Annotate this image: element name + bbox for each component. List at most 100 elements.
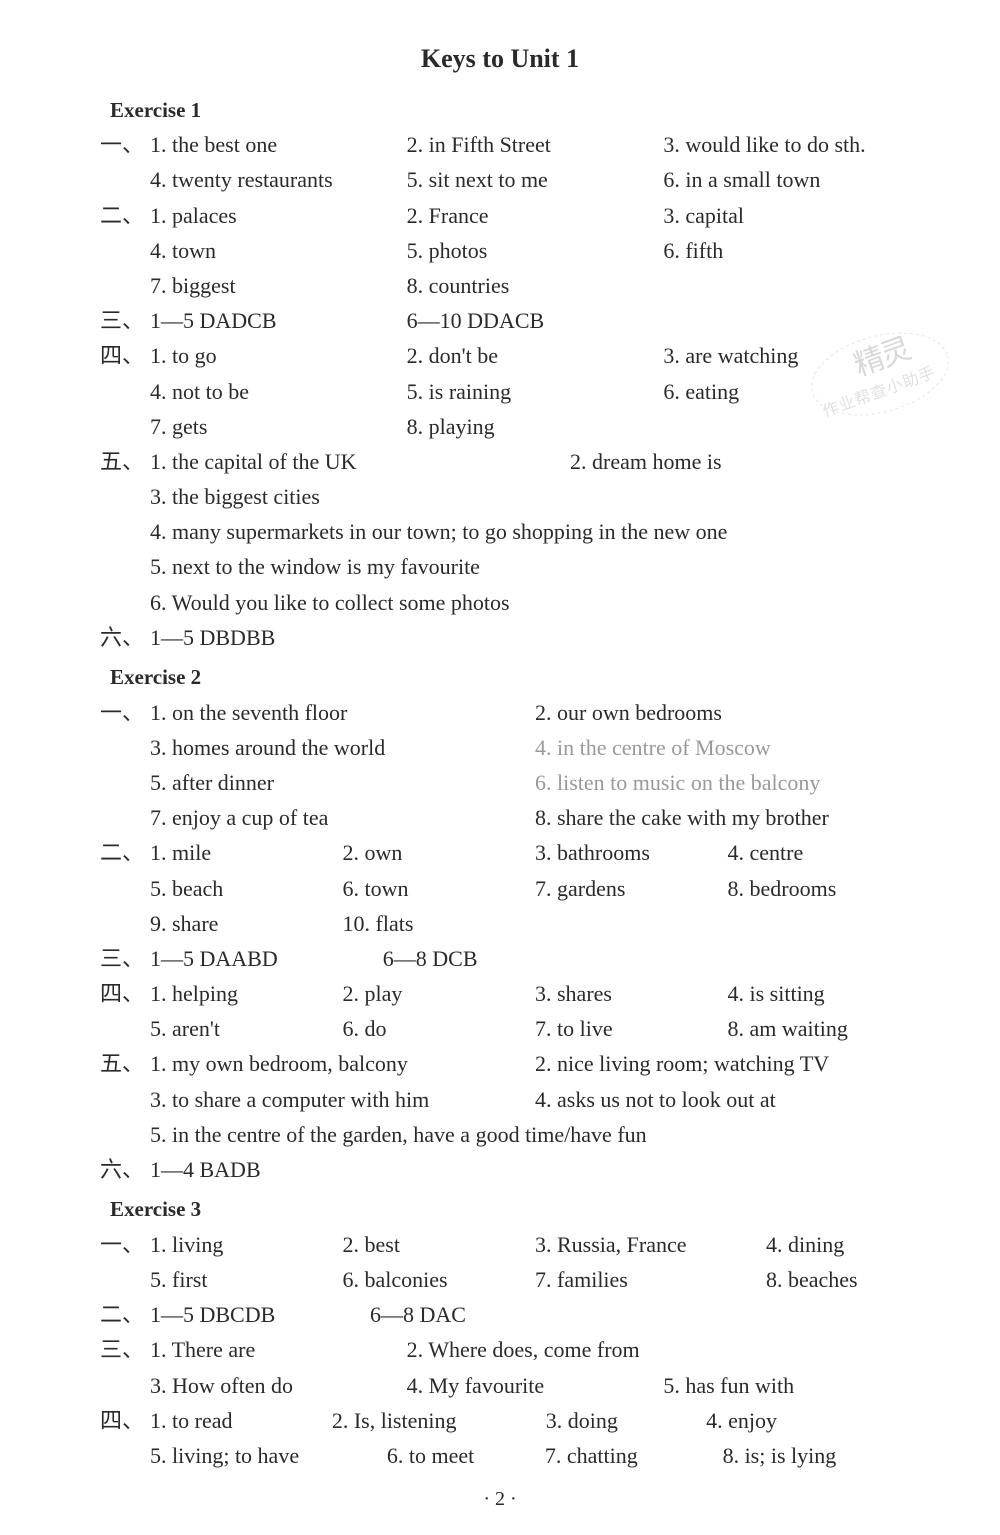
answer-item: 5. beach xyxy=(150,871,343,906)
answer-row: 五、 1. my own bedroom, balcony 2. nice li… xyxy=(80,1046,920,1081)
answer-row: 7. biggest 8. countries xyxy=(80,268,920,303)
answer-item: 2. France xyxy=(407,198,664,233)
answer-item: 8. am waiting xyxy=(728,1011,921,1046)
answer-row: 5. beach 6. town 7. gardens 8. bedrooms xyxy=(80,871,920,906)
section-label: 四、 xyxy=(80,976,150,1011)
answer-row: 二、 1. mile 2. own 3. bathrooms 4. centre xyxy=(80,835,920,870)
answer-item: 8. countries xyxy=(407,268,664,303)
section-label: 六、 xyxy=(80,1152,150,1187)
answer-item: 1. There are xyxy=(150,1332,407,1367)
answer-item: 9. share xyxy=(150,906,343,941)
answer-item: 1. living xyxy=(150,1227,343,1262)
section-label: 一、 xyxy=(80,1227,150,1262)
answer-item: 2. best xyxy=(343,1227,536,1262)
answer-row: 三、 1. There are 2. Where does, come from xyxy=(80,1332,920,1367)
answer-item: 3. How often do xyxy=(150,1368,407,1403)
answer-item: 7. gardens xyxy=(535,871,728,906)
answer-item: 4. My favourite xyxy=(407,1368,664,1403)
answer-item: 8. bedrooms xyxy=(728,871,921,906)
answer-item: 6. in a small town xyxy=(663,162,920,197)
answer-item xyxy=(663,268,920,303)
answer-item: 1—5 DAABD xyxy=(150,941,383,976)
answer-item: 1. helping xyxy=(150,976,343,1011)
answer-item: 8. beaches xyxy=(766,1262,920,1297)
answer-row: 一、 1. on the seventh floor 2. our own be… xyxy=(80,695,920,730)
answer-row: 4. many supermarkets in our town; to go … xyxy=(80,514,920,549)
answer-item: 4. in the centre of Moscow xyxy=(535,730,920,765)
answer-item: 3. homes around the world xyxy=(150,730,535,765)
answer-item: 5. has fun with xyxy=(663,1368,920,1403)
answer-item: 3. are watching xyxy=(663,338,920,373)
answer-item: 1—5 DADCB xyxy=(150,303,407,338)
answer-item: 1. to go xyxy=(150,338,407,373)
answer-item: 5. first xyxy=(150,1262,343,1297)
answer-item: 4. dining xyxy=(766,1227,920,1262)
page: Keys to Unit 1 Exercise 1 一、 1. the best… xyxy=(0,0,1000,1535)
section-label: 二、 xyxy=(80,198,150,233)
answer-item: 6. town xyxy=(343,871,536,906)
answer-row: 5. next to the window is my favourite xyxy=(80,549,920,584)
answer-item: 1. the best one xyxy=(150,127,407,162)
answer-row: 3. homes around the world 4. in the cent… xyxy=(80,730,920,765)
answer-item: 3. bathrooms xyxy=(535,835,728,870)
answer-row: 3. to share a computer with him 4. asks … xyxy=(80,1082,920,1117)
answer-item: 4. is sitting xyxy=(728,976,921,1011)
section-label: 四、 xyxy=(80,338,150,373)
answer-item: 1. mile xyxy=(150,835,343,870)
answer-item: 2. in Fifth Street xyxy=(407,127,664,162)
answer-item: 4. centre xyxy=(728,835,921,870)
section-label: 三、 xyxy=(80,1332,150,1367)
answer-row: 5. living; to have 6. to meet 7. chattin… xyxy=(80,1438,920,1473)
section-label: 三、 xyxy=(80,941,150,976)
answer-item: 2. play xyxy=(343,976,536,1011)
answer-item: 7. to live xyxy=(535,1011,728,1046)
answer-item: 3. would like to do sth. xyxy=(663,127,920,162)
answer-row: 五、 1. the capital of the UK 2. dream hom… xyxy=(80,444,920,479)
answer-item: 1—5 DBDBB xyxy=(150,620,275,655)
answer-item: 2. Where does, come from xyxy=(407,1332,766,1367)
answer-item: 1—4 BADB xyxy=(150,1152,261,1187)
answer-item: 7. enjoy a cup of tea xyxy=(150,800,535,835)
answer-item: 3. shares xyxy=(535,976,728,1011)
answer-item: 1. my own bedroom, balcony xyxy=(150,1046,535,1081)
page-number: · 2 · xyxy=(80,1483,920,1515)
answer-row: 四、 1. helping 2. play 3. shares 4. is si… xyxy=(80,976,920,1011)
answer-item: 10. flats xyxy=(343,906,536,941)
answer-row: 7. enjoy a cup of tea 8. share the cake … xyxy=(80,800,920,835)
answer-row: 4. not to be 5. is raining 6. eating xyxy=(80,374,920,409)
answer-item: 6. fifth xyxy=(663,233,920,268)
answer-row: 一、 1. living 2. best 3. Russia, France 4… xyxy=(80,1227,920,1262)
answer-item: 2. nice living room; watching TV xyxy=(535,1046,920,1081)
answer-item: 6. do xyxy=(343,1011,536,1046)
exercise-header: Exercise 2 xyxy=(110,661,920,695)
answer-item: 2. our own bedrooms xyxy=(535,695,920,730)
answer-item: 8. playing xyxy=(407,409,664,444)
answer-item: 4. many supermarkets in our town; to go … xyxy=(150,514,727,549)
exercise-header: Exercise 1 xyxy=(110,94,920,128)
answer-item: 5. in the centre of the garden, have a g… xyxy=(150,1117,647,1152)
section-label: 一、 xyxy=(80,127,150,162)
exercise-header: Exercise 3 xyxy=(110,1193,920,1227)
section-label: 二、 xyxy=(80,1297,150,1332)
answer-item: 2. Is, listening xyxy=(332,1403,546,1438)
answer-item: 7. gets xyxy=(150,409,407,444)
section-label: 三、 xyxy=(80,303,150,338)
page-title: Keys to Unit 1 xyxy=(80,38,920,80)
answer-item: 4. town xyxy=(150,233,407,268)
answer-item: 4. not to be xyxy=(150,374,407,409)
answer-item: 5. sit next to me xyxy=(407,162,664,197)
section-label: 五、 xyxy=(80,444,150,479)
answer-item: 3. Russia, France xyxy=(535,1227,766,1262)
answer-item: 6. listen to music on the balcony xyxy=(535,765,920,800)
answer-item: 7. families xyxy=(535,1262,766,1297)
answer-row: 9. share 10. flats xyxy=(80,906,920,941)
answer-item: 6. eating xyxy=(663,374,920,409)
answer-row: 二、 1—5 DBCDB 6—8 DAC xyxy=(80,1297,920,1332)
answer-item: 7. chatting xyxy=(545,1438,723,1473)
section-label: 二、 xyxy=(80,835,150,870)
section-label: 一、 xyxy=(80,695,150,730)
answer-item: 7. biggest xyxy=(150,268,407,303)
answer-item: 3. capital xyxy=(663,198,920,233)
answer-item: 4. twenty restaurants xyxy=(150,162,407,197)
section-label: 五、 xyxy=(80,1046,150,1081)
